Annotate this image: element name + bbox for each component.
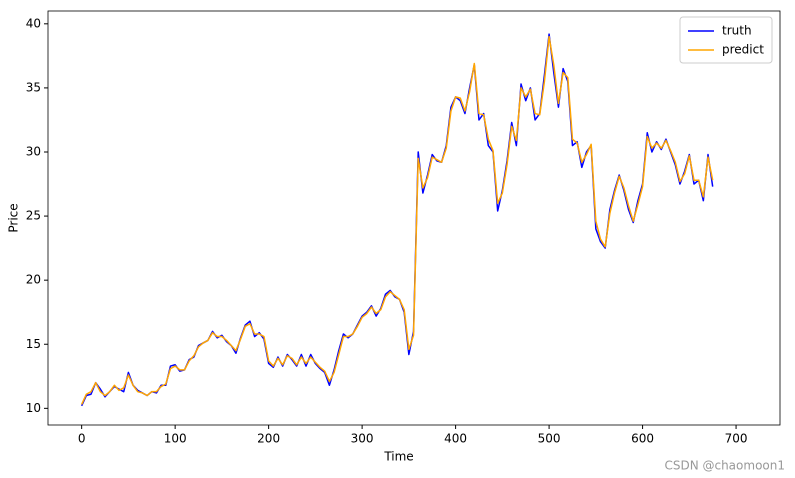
y-tick-label: 15 xyxy=(26,337,41,351)
y-tick-label: 30 xyxy=(26,144,41,158)
x-tick-label: 200 xyxy=(257,432,280,446)
y-tick-label: 40 xyxy=(26,16,41,30)
x-tick-label: 400 xyxy=(444,432,467,446)
watermark: CSDN @chaomoon1 xyxy=(664,459,785,473)
x-tick-label: 700 xyxy=(725,432,748,446)
x-tick-label: 0 xyxy=(78,432,86,446)
legend-label: predict xyxy=(722,43,764,57)
x-tick-label: 300 xyxy=(351,432,374,446)
series-line xyxy=(80,33,714,407)
plot-frame xyxy=(47,10,781,426)
series-line xyxy=(80,35,714,405)
legend-box xyxy=(679,16,773,64)
y-tick-label: 25 xyxy=(26,209,41,223)
y-axis-label: Price xyxy=(7,203,21,232)
y-tick-label: 20 xyxy=(26,273,41,287)
x-axis-label: Time xyxy=(383,450,413,464)
legend-label: truth xyxy=(722,24,752,38)
x-tick-label: 600 xyxy=(631,432,654,446)
y-tick-label: 10 xyxy=(26,401,41,415)
y-tick-label: 35 xyxy=(26,80,41,94)
x-tick-label: 100 xyxy=(164,432,187,446)
x-tick-label: 500 xyxy=(538,432,561,446)
